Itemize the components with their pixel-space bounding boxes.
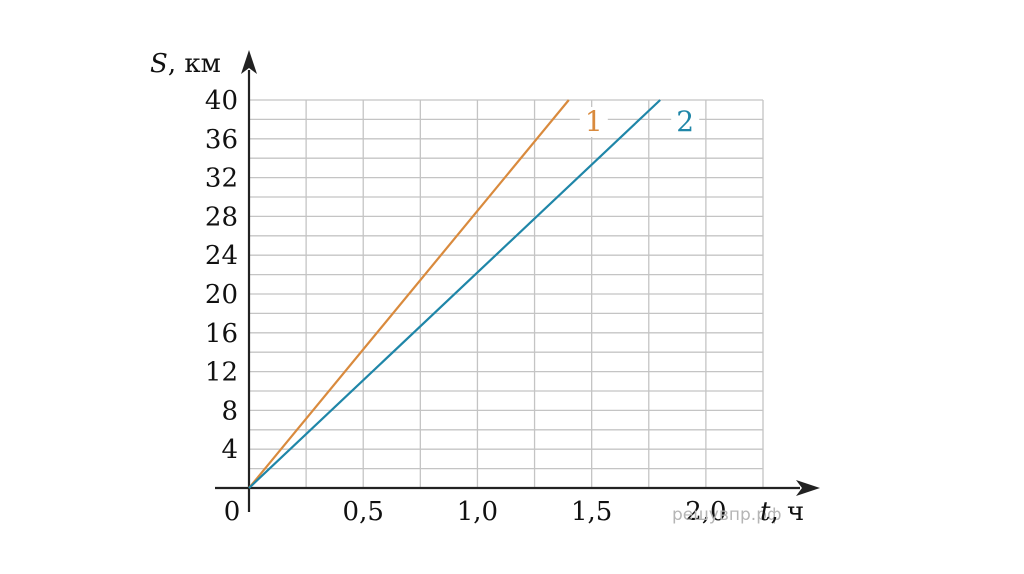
y-tick-label: 16 (205, 319, 238, 349)
x-axis-symbol: t (760, 497, 771, 527)
series-label-2: 2 (676, 105, 694, 138)
series-label-1: 1 (585, 105, 603, 138)
series-label-backing (671, 107, 700, 137)
origin-label: 0 (224, 497, 241, 527)
grid (249, 99, 764, 488)
series-label-backing (579, 107, 608, 137)
x-tick-label: 2,0 (685, 497, 726, 527)
y-tick-label: 8 (221, 396, 238, 426)
y-tick-label: 28 (205, 202, 238, 232)
y-axis-symbol: S (150, 49, 168, 79)
y-axis-unit: , км (168, 49, 221, 79)
axes (215, 50, 820, 512)
y-tick-label: 40 (205, 86, 238, 116)
y-tick-label: 24 (205, 241, 238, 271)
x-axis-title: t, ч (760, 497, 804, 527)
y-tick-label: 12 (205, 358, 238, 388)
y-axis-title: S, км (150, 49, 221, 79)
x-tick-label: 1,0 (457, 497, 498, 527)
y-axis-arrow (241, 50, 257, 74)
series-line-1 (248, 99, 570, 489)
y-tick-label: 36 (205, 125, 238, 155)
y-tick-label: 20 (205, 280, 238, 310)
y-tick-label: 4 (221, 435, 238, 465)
x-tick-label: 0,5 (343, 497, 384, 527)
y-tick-label: 32 (205, 164, 238, 194)
x-axis-arrow (796, 480, 820, 496)
watermark: решувпр.рф (672, 505, 782, 525)
x-tick-label: 1,5 (571, 497, 612, 527)
x-axis-unit: , ч (770, 497, 804, 527)
series-line-2 (248, 99, 661, 489)
